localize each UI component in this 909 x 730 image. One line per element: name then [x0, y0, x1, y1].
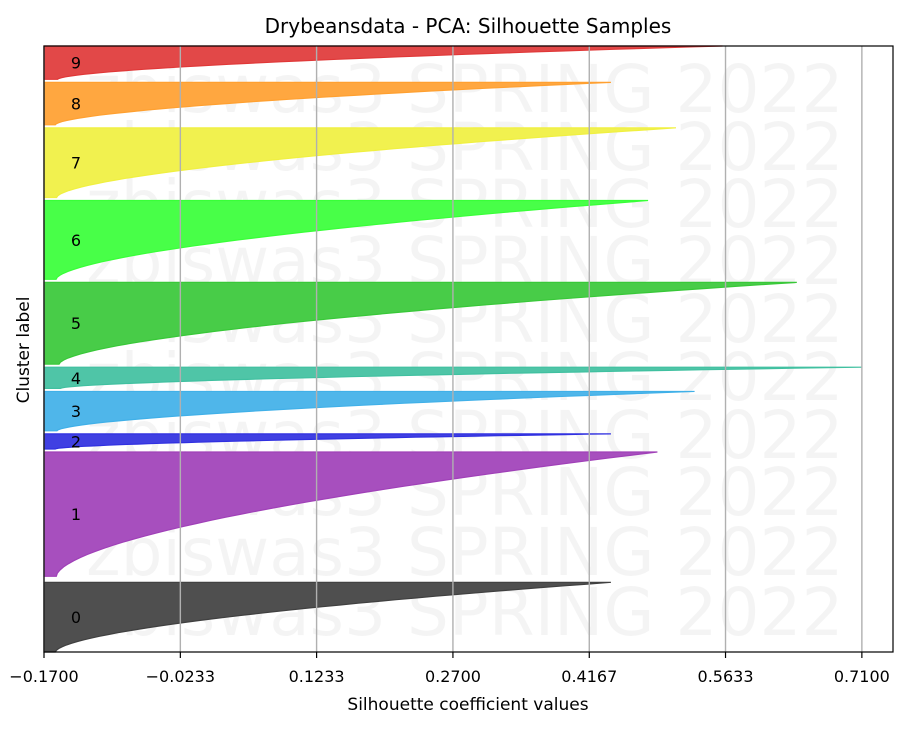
y-axis-title: Cluster label	[14, 297, 34, 404]
cluster-2-silhouette	[43, 433, 611, 450]
x-tick-label: −0.1700	[9, 667, 78, 686]
x-tick-label: 0.7100	[834, 667, 890, 686]
cluster-8-silhouette	[43, 81, 611, 126]
cluster-3-silhouette	[43, 390, 695, 432]
cluster-6-label: 6	[71, 231, 81, 250]
cluster-9-silhouette	[43, 45, 723, 80]
cluster-8-label: 8	[71, 95, 81, 114]
cluster-5-silhouette	[43, 281, 797, 365]
x-axis-title: Silhouette coefficient values	[347, 695, 588, 715]
x-tick-label: 0.4167	[561, 667, 617, 686]
x-tick-label: 0.2700	[425, 667, 481, 686]
cluster-1-label: 1	[71, 505, 81, 524]
x-tick-label: 0.1233	[289, 667, 345, 686]
cluster-0-silhouette	[43, 581, 611, 653]
cluster-0-label: 0	[71, 608, 81, 627]
cluster-2-label: 2	[71, 432, 81, 451]
watermark-text: zbiswas3 SPRING 2022	[86, 514, 844, 591]
cluster-4-silhouette	[43, 366, 862, 390]
x-tick-label: 0.5633	[698, 667, 754, 686]
cluster-3-label: 3	[71, 402, 81, 421]
cluster-7-label: 7	[71, 154, 81, 173]
cluster-7-silhouette	[43, 127, 677, 199]
plot-frame	[43, 45, 894, 653]
chart-title: Drybeansdata - PCA: Silhouette Samples	[265, 14, 672, 38]
cluster-5-label: 5	[71, 314, 81, 333]
cluster-4-label: 4	[71, 369, 81, 388]
cluster-1-silhouette	[43, 451, 658, 577]
cluster-6-silhouette	[43, 199, 649, 280]
x-tick-label: −0.0233	[146, 667, 215, 686]
cluster-9-label: 9	[71, 54, 81, 73]
